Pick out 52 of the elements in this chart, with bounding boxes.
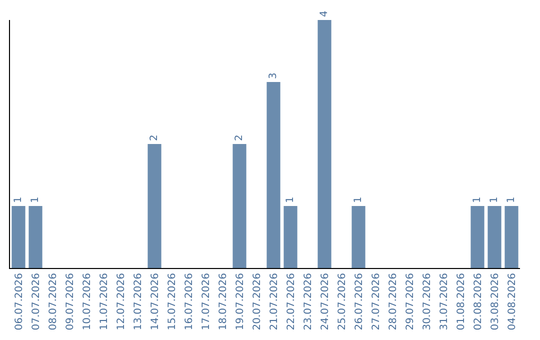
bar bbox=[266, 82, 280, 268]
x-tick-label: 17.07.2026 bbox=[200, 273, 212, 330]
x-tick-label: 18.07.2026 bbox=[218, 273, 229, 330]
bar bbox=[488, 206, 502, 268]
x-tick-label: 10.07.2026 bbox=[82, 273, 93, 330]
x-tick-label: 21.07.2026 bbox=[268, 273, 280, 330]
x-tick-label: 16.07.2026 bbox=[184, 273, 195, 330]
bar bbox=[232, 144, 246, 268]
x-tick-label: 01.08.2026 bbox=[456, 273, 467, 330]
data-label: 1 bbox=[13, 196, 24, 203]
x-tick-label: 31.07.2026 bbox=[438, 273, 450, 330]
bar bbox=[284, 206, 298, 268]
x-tick-label: 14.07.2026 bbox=[150, 273, 161, 330]
bar bbox=[504, 206, 518, 268]
data-label: 1 bbox=[285, 196, 296, 203]
data-label: 4 bbox=[319, 10, 330, 17]
x-tick-label: 04.08.2026 bbox=[506, 273, 518, 330]
x-tick-label: 28.07.2026 bbox=[388, 273, 399, 330]
x-tick-label: 03.08.2026 bbox=[490, 273, 501, 330]
bar bbox=[148, 144, 162, 268]
x-tick-label: 11.07.2026 bbox=[98, 273, 110, 330]
bar bbox=[352, 206, 366, 268]
x-tick-label: 27.07.2026 bbox=[370, 273, 382, 330]
x-tick-label: 30.07.2026 bbox=[422, 273, 433, 330]
x-tick-label: 24.07.2026 bbox=[320, 273, 331, 330]
x-tick-label: 25.07.2026 bbox=[336, 273, 348, 330]
x-tick-label: 19.07.2026 bbox=[234, 273, 246, 330]
data-label: 1 bbox=[489, 196, 500, 203]
x-tick-label: 26.07.2026 bbox=[354, 273, 365, 330]
data-label: 1 bbox=[472, 196, 483, 203]
bar bbox=[28, 206, 42, 268]
x-tick-label: 12.07.2026 bbox=[116, 273, 127, 330]
x-tick-label: 13.07.2026 bbox=[132, 273, 144, 330]
x-tick-label: 02.08.2026 bbox=[472, 273, 484, 330]
x-tick-label: 07.07.2026 bbox=[30, 273, 42, 330]
bar bbox=[318, 20, 332, 268]
x-tick-label: 29.07.2026 bbox=[404, 273, 416, 330]
data-label: 3 bbox=[268, 72, 279, 79]
data-label: 2 bbox=[149, 134, 160, 141]
data-label: 1 bbox=[30, 196, 41, 203]
x-tick-label: 20.07.2026 bbox=[252, 273, 263, 330]
x-tick-label: 08.07.2026 bbox=[48, 273, 59, 330]
data-label: 1 bbox=[353, 196, 364, 203]
x-tick-label: 22.07.2026 bbox=[286, 273, 297, 330]
x-tick-label: 15.07.2026 bbox=[166, 273, 178, 330]
x-tick-label: 06.07.2026 bbox=[14, 273, 25, 330]
x-tick-label: 23.07.2026 bbox=[302, 273, 314, 330]
bar bbox=[12, 206, 26, 268]
data-label: 2 bbox=[234, 134, 245, 141]
data-label: 1 bbox=[506, 196, 517, 203]
x-tick-label: 09.07.2026 bbox=[64, 273, 76, 330]
bar bbox=[470, 206, 484, 268]
